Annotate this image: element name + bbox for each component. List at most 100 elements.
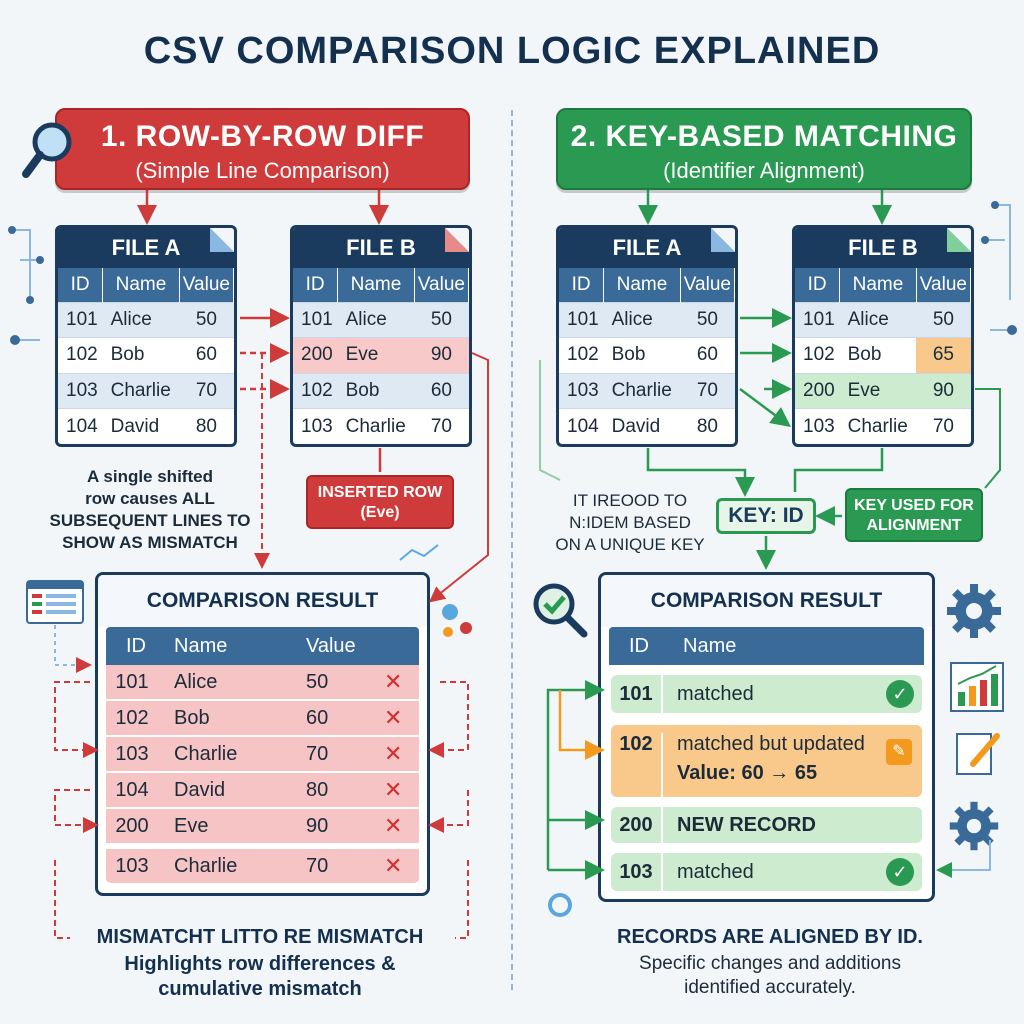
mismatch-row: 101 Alice 50 ✕ [106, 665, 419, 701]
cell-value: 90 [916, 372, 971, 409]
key-note-line: KEY USED FOR [854, 497, 974, 514]
cell-name: Bob [337, 372, 415, 409]
cell-id: 102 [795, 337, 840, 373]
right-result-title: COMPARISON RESULT [601, 575, 932, 627]
table-row: 103 Charlie 70 [795, 408, 971, 444]
column-header: ID [126, 634, 146, 657]
cell-value: 80 [680, 408, 735, 444]
table-row: 101 Alice 50 [293, 301, 469, 338]
cell-id: 101 [115, 670, 149, 693]
cell-id: 200 [115, 814, 149, 837]
cell-id: 102 [293, 372, 338, 409]
column-header: Value [179, 268, 234, 302]
inserted-tag-line: (Eve) [360, 504, 400, 521]
check-icon: ✓ [886, 680, 914, 708]
mismatch-row: 104 David 80 ✕ [106, 773, 419, 809]
key-id-tag: KEY: ID [716, 498, 816, 534]
file-fold-icon [445, 228, 469, 252]
table-row: 101 Alice 50 [559, 301, 735, 338]
column-header: ID [795, 268, 841, 302]
table-row: 101 Alice 50 [58, 301, 234, 338]
column-header: Value [414, 268, 469, 302]
column-header: Value [916, 268, 971, 302]
cell-value: 90 [306, 814, 329, 837]
mismatch-row: 103 Charlie 70 ✕ [106, 737, 419, 773]
note-line: SHOW AS MISMATCH [62, 533, 238, 552]
cell-name: Alice [174, 670, 218, 693]
cell-value: 70 [414, 408, 469, 444]
left-caption: MISMATCHT LITTO RE MISMATCH Highlights r… [40, 926, 480, 1001]
gear-icon [949, 801, 999, 851]
left-file-a-table: ID Name Value 101 Alice 50 102 Bob 60 103 Cha… [58, 268, 234, 444]
column-header: Name [337, 268, 415, 302]
new-record-row: 200 NEW RECORD [611, 807, 922, 843]
left-comparison-result: COMPARISON RESULT ID Name Value 101 Alice… [95, 572, 430, 896]
mismatch-x-icon: ✕ [384, 741, 403, 766]
cell-id: 101 [795, 301, 840, 338]
cell-id: 101 [559, 301, 604, 338]
right-file-b-table: ID Name Value 101 Alice 50 102 Bob 65 200 Eve… [795, 268, 971, 444]
right-file-a-table: ID Name Value 101 Alice 50 102 Bob 60 103 Cha… [559, 268, 735, 444]
cell-name: Bob [603, 337, 681, 373]
row-diff-banner-subtitle: (Simple Line Comparison) [135, 158, 390, 183]
right-caption-line1: RECORDS ARE ALIGNED BY ID. [617, 926, 923, 948]
updated-row: 102 matched but updated Value: 60 → 65 ✎ [611, 725, 922, 797]
cell-id: 103 [795, 408, 840, 444]
note-line: A single shifted [87, 467, 213, 486]
cell-name: Charlie [174, 854, 238, 877]
left-file-b-title: FILE B [293, 228, 469, 268]
cell-name: Charlie [337, 408, 415, 444]
cell-value: 70 [306, 854, 329, 877]
cell-value: 50 [179, 301, 234, 338]
column-header: ID [293, 268, 339, 302]
column-header: Name [839, 268, 917, 302]
note-line: SUBSEQUENT LINES TO [49, 511, 251, 530]
cell-name: Eve [174, 814, 209, 837]
column-header: Value [306, 634, 356, 657]
right-file-b-title: FILE B [795, 228, 971, 268]
cell-name: Alice [603, 301, 681, 338]
inserted-row-tag: INSERTED ROW (Eve) [306, 475, 454, 529]
cell-id: 103 [559, 372, 604, 409]
cell-id: 200 [619, 813, 653, 836]
right-file-b: FILE B ID Name Value 101 Alice 50 102 Bob 65… [792, 225, 974, 447]
cell-id: 103 [115, 854, 149, 877]
cell-id: 102 [58, 337, 103, 373]
mismatch-row: 200 Eve 90 ✕ [106, 809, 419, 845]
left-caption-line3: cumulative mismatch [158, 978, 362, 1000]
cell-value: 50 [306, 670, 329, 693]
left-result-columns: ID Name Value [106, 627, 419, 665]
cell-value: 60 [179, 337, 234, 373]
mismatch-row: 102 Bob 60 ✕ [106, 701, 419, 737]
file-fold-icon [210, 228, 234, 252]
cell-value: 50 [414, 301, 469, 338]
row-diff-banner: 1. ROW-BY-ROW DIFF (Simple Line Comparis… [55, 108, 470, 190]
right-file-a-title: FILE A [559, 228, 735, 268]
column-header: ID [629, 634, 649, 657]
left-shift-note: A single shifted row causes ALL SUBSEQUE… [40, 466, 260, 554]
cell-id: 200 [795, 372, 840, 409]
cell-id: 104 [559, 408, 604, 444]
bar-chart-icon [950, 662, 1004, 712]
cell-name: Bob [174, 706, 210, 729]
cell-id: 103 [58, 372, 103, 409]
cell-value: 70 [306, 742, 329, 765]
table-row: 104 David 80 [559, 408, 735, 444]
note-line: N:IDEM BASED [569, 513, 691, 532]
new-record-row: 200 Eve 90 [795, 372, 971, 409]
column-header: Name [683, 634, 737, 657]
right-result-columns: ID Name [609, 627, 924, 665]
column-header: Name [603, 268, 681, 302]
column-header: Name [102, 268, 180, 302]
cell-name: David [603, 408, 681, 444]
cell-name: David [102, 408, 180, 444]
key-matching-banner: 2. KEY-BASED MATCHING (Identifier Alignm… [556, 108, 972, 190]
cell-value: 50 [680, 301, 735, 338]
status-text: NEW RECORD [677, 813, 816, 836]
cell-name: Charlie [174, 742, 238, 765]
mismatch-x-icon: ✕ [384, 705, 403, 730]
table-row: 102 Bob 60 [559, 337, 735, 373]
cell-name: Eve [839, 372, 917, 409]
cell-value: 60 [306, 706, 329, 729]
